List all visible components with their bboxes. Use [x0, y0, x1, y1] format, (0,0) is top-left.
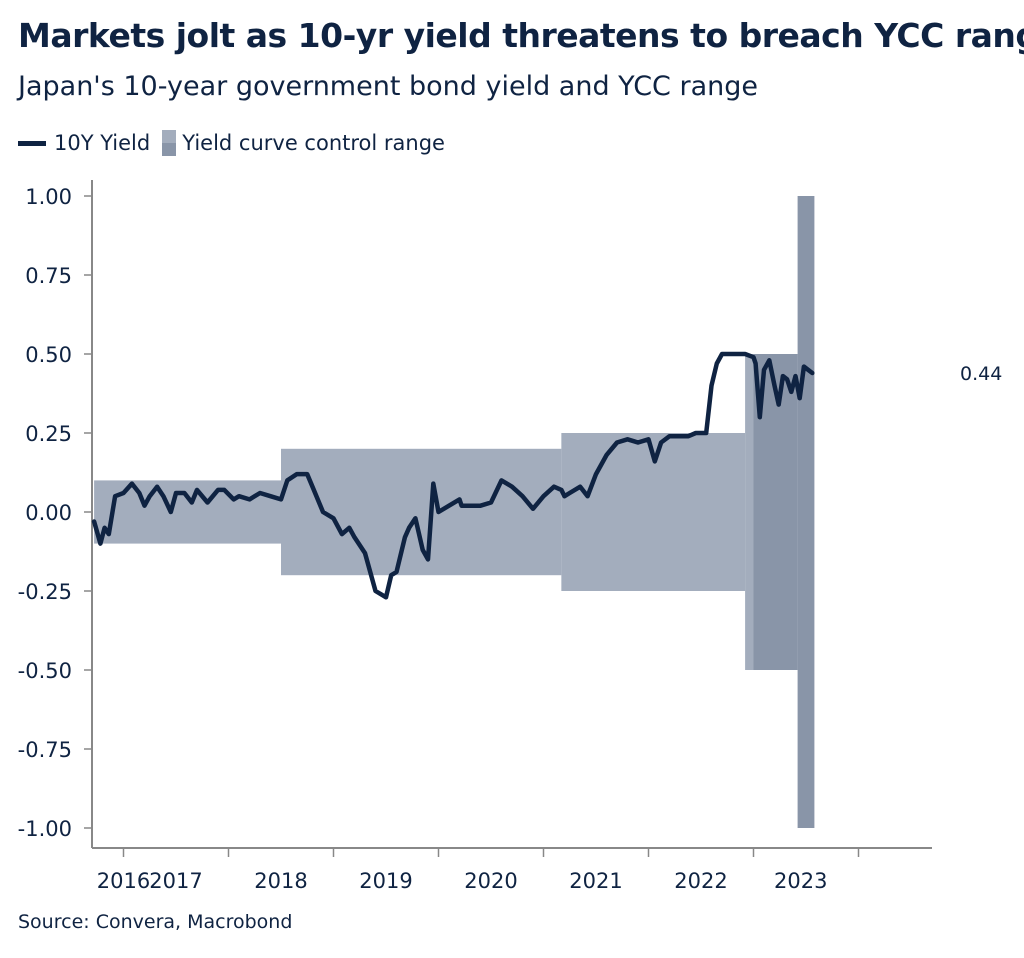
ycc-band-3 [745, 354, 754, 670]
ycc-band-0 [94, 480, 281, 544]
ycc-band-5 [797, 196, 815, 828]
legend-line-swatch [18, 140, 46, 146]
legend-line-label: 10Y Yield [54, 131, 151, 155]
x-tick-label: 2021 [569, 869, 622, 893]
x-tick-label: 2022 [674, 869, 727, 893]
x-tick-label: 2016 [97, 869, 150, 893]
last-value-label: 0.44 [960, 363, 1002, 385]
x-tick-label: 2018 [254, 869, 307, 893]
y-tick-label: 0.50 [25, 343, 72, 367]
x-tick-label: 2020 [464, 869, 517, 893]
x-tick-label: 2023 [774, 869, 827, 893]
y-tick-label: 0.00 [25, 501, 72, 525]
y-tick-label: 0.25 [25, 422, 72, 446]
y-tick-label: -0.50 [18, 659, 72, 683]
legend-area-label: Yield curve control range [182, 131, 445, 155]
y-axis: 1.00 0.75 0.50 0.25 0.00 -0.25 -0.50 -0.75 -1.00 [18, 180, 93, 848]
ycc-range-bands [94, 196, 815, 828]
legend-area-swatch [162, 130, 177, 156]
series-line-10y-yield [91, 351, 815, 600]
chart-title: Markets jolt as 10-yr yield threatens to… [18, 16, 1024, 55]
legend: 10Y Yield Yield curve control range [18, 130, 445, 156]
x-tick-label: 2019 [359, 869, 412, 893]
y-tick-label: -0.25 [18, 580, 72, 604]
y-tick-label: 0.75 [25, 264, 72, 288]
chart-subtitle: Japan's 10-year government bond yield an… [18, 71, 758, 102]
x-tick-label: 2017 [149, 869, 202, 893]
x-axis: 2016 2017 2018 2019 2020 2021 2022 2023 [92, 847, 932, 893]
y-tick-label: -0.75 [18, 738, 72, 762]
y-tick-label: -1.00 [18, 817, 72, 841]
yield-series [91, 351, 815, 600]
y-tick-label: 1.00 [25, 185, 72, 209]
source-note: Source: Convera, Macrobond [18, 911, 293, 933]
ycc-band-1 [281, 448, 562, 576]
